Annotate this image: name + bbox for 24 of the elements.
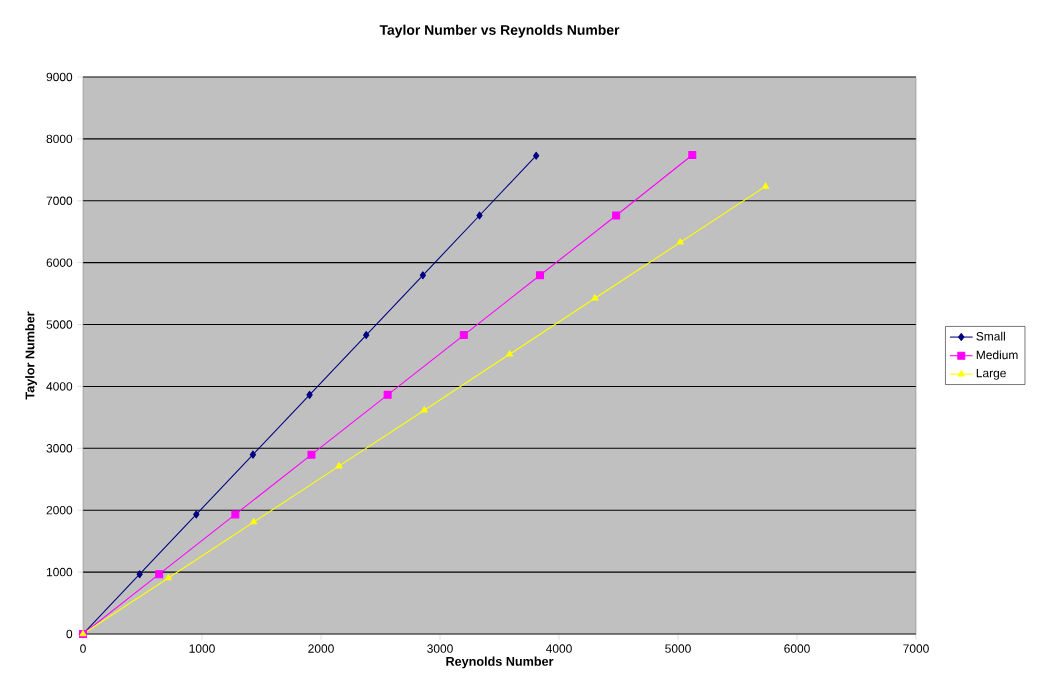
- legend-label: Small: [976, 331, 1005, 341]
- y-tick-label: 0: [66, 629, 73, 639]
- x-tick-label: 5000: [665, 644, 691, 653]
- legend-label: Medium: [976, 350, 1018, 360]
- x-tick-label: 4000: [545, 644, 572, 653]
- x-tick-label: 3000: [427, 644, 453, 653]
- y-tick-label: 1000: [46, 567, 73, 577]
- y-tick-label: 5000: [46, 320, 73, 329]
- x-tick-label: 7000: [903, 644, 929, 653]
- y-tick-label: 8000: [46, 134, 73, 144]
- legend-label: Large: [976, 369, 1006, 380]
- y-tick-label: 7000: [46, 196, 73, 206]
- y-axis-title: Taylor Number: [25, 311, 37, 400]
- x-tick-label: 1000: [189, 644, 215, 653]
- y-tick-label: 6000: [46, 258, 73, 267]
- y-tick-label: 9000: [46, 72, 73, 82]
- x-tick-label: 6000: [784, 644, 810, 653]
- x-axis-title: Reynolds Number: [446, 656, 554, 669]
- x-tick-label: 2000: [308, 644, 334, 653]
- y-tick-label: 4000: [46, 382, 73, 391]
- y-tick-label: 3000: [46, 444, 73, 453]
- chart-title: Taylor Number vs Reynolds Number: [379, 24, 620, 38]
- y-tick-label: 2000: [46, 505, 73, 515]
- x-tick-label: 0: [80, 644, 86, 653]
